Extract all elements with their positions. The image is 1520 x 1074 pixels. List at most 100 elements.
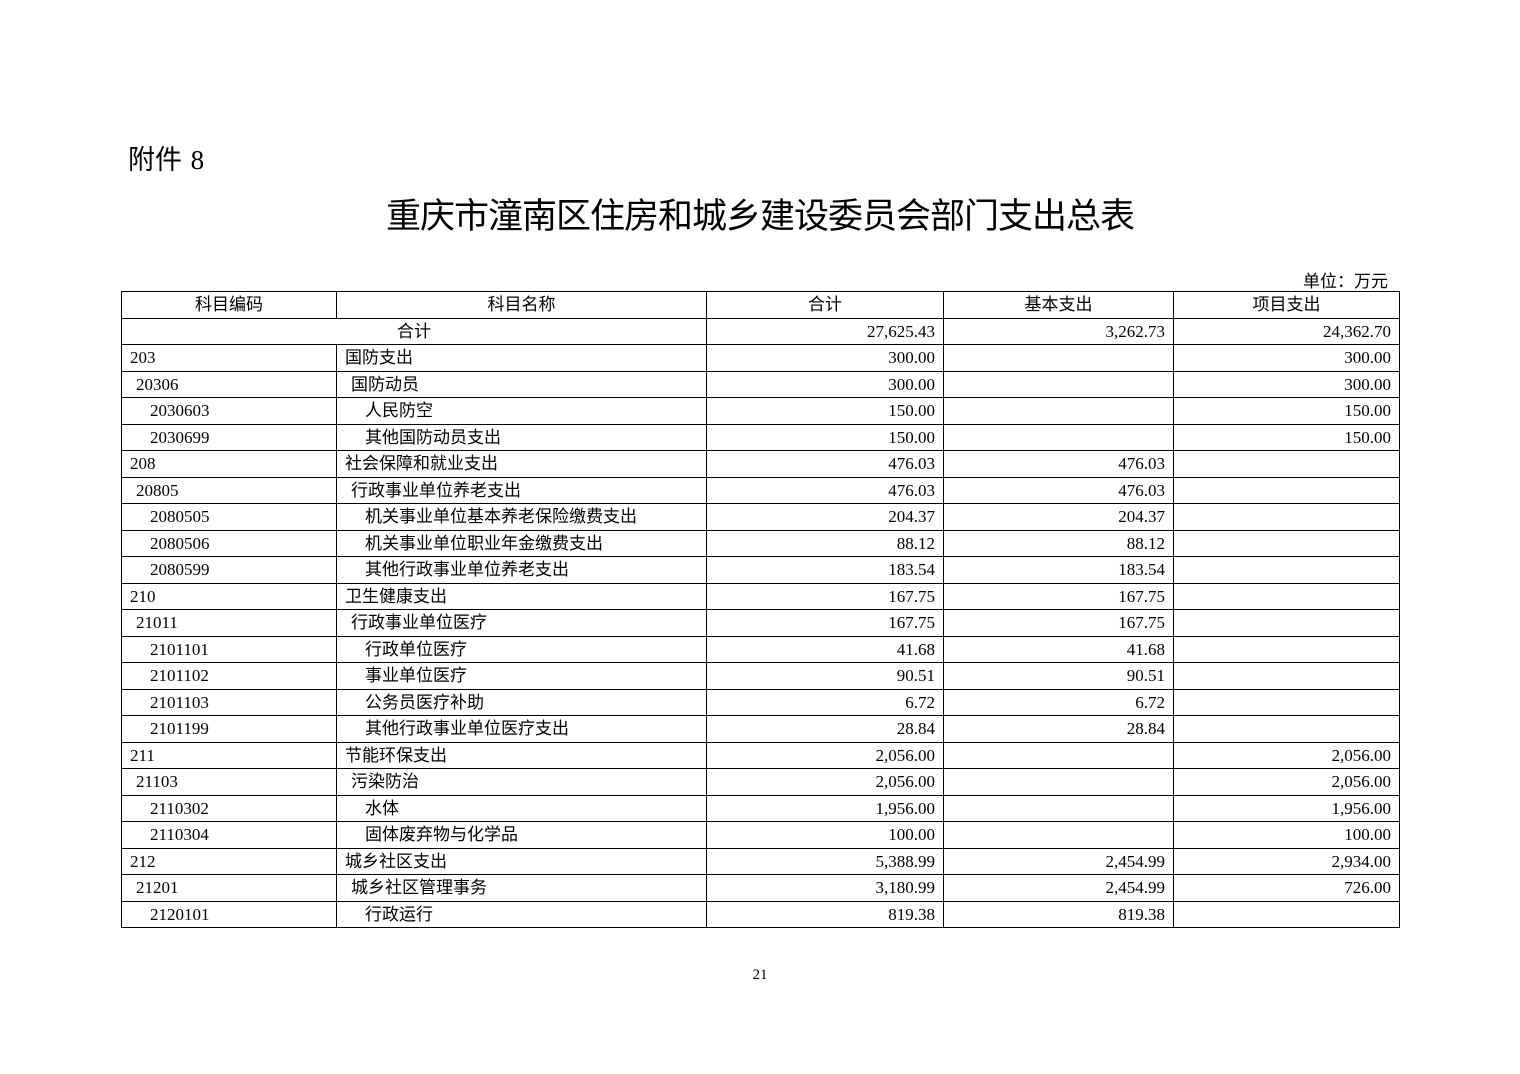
cell-project bbox=[1173, 503, 1400, 531]
table-row: 20805 行政事业单位养老支出 476.03 476.03 bbox=[121, 476, 1400, 504]
page-title: 重庆市潼南区住房和城乡建设委员会部门支出总表 bbox=[385, 197, 1135, 237]
cell-code: 212 bbox=[121, 847, 337, 875]
cell-project: 2,934.00 bbox=[1173, 847, 1400, 875]
cell-project bbox=[1173, 582, 1400, 610]
cell-project bbox=[1173, 529, 1400, 557]
cell-basic: 819.38 bbox=[943, 900, 1174, 928]
cell-basic: 28.84 bbox=[943, 715, 1174, 743]
cell-code: 2080599 bbox=[121, 556, 337, 584]
cell-code: 208 bbox=[121, 450, 337, 478]
total-basic: 3,262.73 bbox=[943, 317, 1174, 345]
cell-basic: 476.03 bbox=[943, 450, 1174, 478]
cell-basic: 183.54 bbox=[943, 556, 1174, 584]
cell-project bbox=[1173, 609, 1400, 637]
table-row: 2120101 行政运行 819.38 819.38 bbox=[121, 900, 1400, 928]
cell-total: 41.68 bbox=[706, 635, 944, 663]
table-row: 212 城乡社区支出 5,388.99 2,454.99 2,934.00 bbox=[121, 847, 1400, 875]
cell-project bbox=[1173, 556, 1400, 584]
cell-project: 100.00 bbox=[1173, 821, 1400, 849]
cell-basic bbox=[943, 397, 1174, 425]
table-row: 211 节能环保支出 2,056.00 2,056.00 bbox=[121, 741, 1400, 769]
table-row: 2080505 机关事业单位基本养老保险缴费支出 204.37 204.37 bbox=[121, 503, 1400, 531]
cell-name: 行政事业单位医疗 bbox=[336, 609, 707, 637]
cell-name: 其他行政事业单位医疗支出 bbox=[336, 715, 707, 743]
cell-total: 3,180.99 bbox=[706, 874, 944, 902]
cell-total: 476.03 bbox=[706, 476, 944, 504]
total-label: 合计 bbox=[121, 317, 707, 345]
total-total: 27,625.43 bbox=[706, 317, 944, 345]
table-row: 210 卫生健康支出 167.75 167.75 bbox=[121, 582, 1400, 610]
cell-project: 300.00 bbox=[1173, 344, 1400, 372]
cell-total: 167.75 bbox=[706, 582, 944, 610]
cell-basic: 88.12 bbox=[943, 529, 1174, 557]
cell-total: 90.51 bbox=[706, 662, 944, 690]
cell-total: 2,056.00 bbox=[706, 768, 944, 796]
cell-code: 2101101 bbox=[121, 635, 337, 663]
cell-code: 203 bbox=[121, 344, 337, 372]
cell-name: 污染防治 bbox=[336, 768, 707, 796]
cell-code: 2030603 bbox=[121, 397, 337, 425]
cell-name: 社会保障和就业支出 bbox=[336, 450, 707, 478]
header-name: 科目名称 bbox=[336, 291, 707, 319]
cell-total: 476.03 bbox=[706, 450, 944, 478]
cell-code: 21201 bbox=[121, 874, 337, 902]
table-row: 2030603 人民防空 150.00 150.00 bbox=[121, 397, 1400, 425]
cell-code: 211 bbox=[121, 741, 337, 769]
header-row: 科目编码 科目名称 合计 基本支出 项目支出 bbox=[121, 291, 1400, 319]
cell-code: 2080505 bbox=[121, 503, 337, 531]
cell-code: 2110304 bbox=[121, 821, 337, 849]
cell-code: 210 bbox=[121, 582, 337, 610]
cell-name: 国防动员 bbox=[336, 370, 707, 398]
cell-project: 300.00 bbox=[1173, 370, 1400, 398]
cell-project bbox=[1173, 635, 1400, 663]
cell-code: 2030699 bbox=[121, 423, 337, 451]
cell-basic: 204.37 bbox=[943, 503, 1174, 531]
cell-total: 150.00 bbox=[706, 397, 944, 425]
cell-basic bbox=[943, 423, 1174, 451]
cell-project bbox=[1173, 900, 1400, 928]
header-project: 项目支出 bbox=[1173, 291, 1400, 319]
cell-basic bbox=[943, 768, 1174, 796]
table-row: 2080599 其他行政事业单位养老支出 183.54 183.54 bbox=[121, 556, 1400, 584]
cell-basic: 167.75 bbox=[943, 609, 1174, 637]
cell-code: 21011 bbox=[121, 609, 337, 637]
cell-basic bbox=[943, 370, 1174, 398]
total-project: 24,362.70 bbox=[1173, 317, 1400, 345]
table-row: 2101199 其他行政事业单位医疗支出 28.84 28.84 bbox=[121, 715, 1400, 743]
cell-total: 100.00 bbox=[706, 821, 944, 849]
cell-total: 819.38 bbox=[706, 900, 944, 928]
cell-name: 国防支出 bbox=[336, 344, 707, 372]
header-basic: 基本支出 bbox=[943, 291, 1174, 319]
table-row: 2110304 固体废弃物与化学品 100.00 100.00 bbox=[121, 821, 1400, 849]
table-row: 20306 国防动员 300.00 300.00 bbox=[121, 370, 1400, 398]
cell-project: 2,056.00 bbox=[1173, 768, 1400, 796]
cell-code: 21103 bbox=[121, 768, 337, 796]
unit-label: 单位：万元 bbox=[1303, 272, 1388, 291]
cell-total: 300.00 bbox=[706, 344, 944, 372]
cell-name: 城乡社区支出 bbox=[336, 847, 707, 875]
cell-name: 公务员医疗补助 bbox=[336, 688, 707, 716]
table-row: 2101103 公务员医疗补助 6.72 6.72 bbox=[121, 688, 1400, 716]
cell-total: 204.37 bbox=[706, 503, 944, 531]
cell-name: 水体 bbox=[336, 794, 707, 822]
table-row: 2080506 机关事业单位职业年金缴费支出 88.12 88.12 bbox=[121, 529, 1400, 557]
cell-project: 1,956.00 bbox=[1173, 794, 1400, 822]
cell-basic bbox=[943, 821, 1174, 849]
cell-basic: 476.03 bbox=[943, 476, 1174, 504]
cell-project bbox=[1173, 688, 1400, 716]
cell-code: 2101102 bbox=[121, 662, 337, 690]
page-number: 21 bbox=[752, 967, 768, 983]
cell-code: 2120101 bbox=[121, 900, 337, 928]
table-row: 2101101 行政单位医疗 41.68 41.68 bbox=[121, 635, 1400, 663]
cell-basic: 6.72 bbox=[943, 688, 1174, 716]
cell-code: 2101199 bbox=[121, 715, 337, 743]
cell-name: 行政事业单位养老支出 bbox=[336, 476, 707, 504]
attachment-number: 8 bbox=[190, 145, 205, 175]
cell-name: 固体废弃物与化学品 bbox=[336, 821, 707, 849]
header-code: 科目编码 bbox=[121, 291, 337, 319]
cell-total: 28.84 bbox=[706, 715, 944, 743]
cell-code: 2080506 bbox=[121, 529, 337, 557]
cell-project bbox=[1173, 715, 1400, 743]
cell-code: 2110302 bbox=[121, 794, 337, 822]
cell-name: 其他国防动员支出 bbox=[336, 423, 707, 451]
